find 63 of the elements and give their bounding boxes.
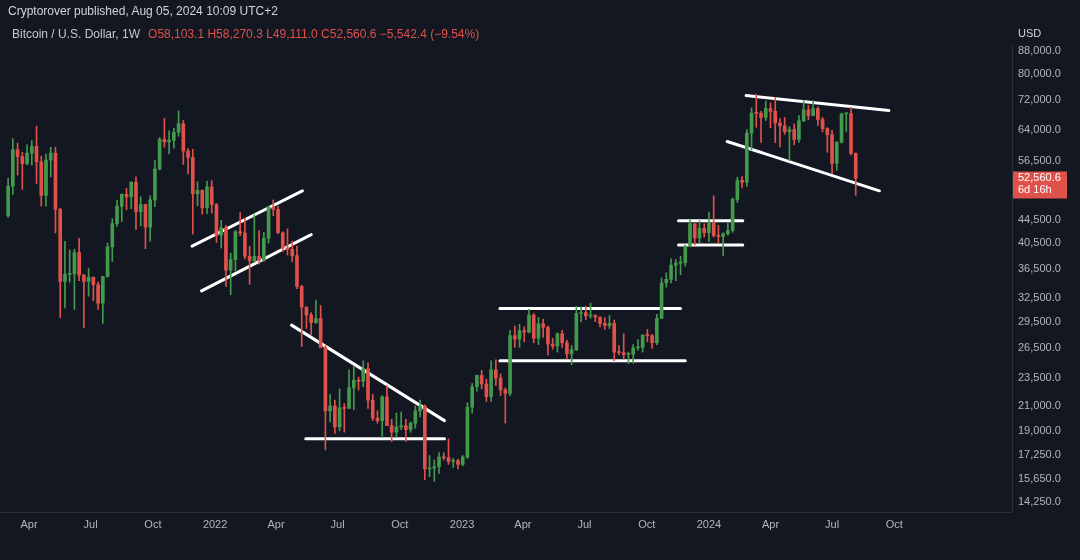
chart-title: Bitcoin / U.S. Dollar, 1W bbox=[12, 27, 141, 41]
candlestick bbox=[673, 259, 678, 282]
y-tick-label: 72,000.0 bbox=[1018, 93, 1061, 106]
y-axis-title: USD bbox=[1018, 27, 1042, 39]
candlestick bbox=[593, 314, 598, 323]
candlestick bbox=[257, 230, 261, 265]
candlestick bbox=[351, 365, 356, 410]
x-tick-label: Jul bbox=[83, 517, 98, 530]
y-tick-label: 80,000.0 bbox=[1018, 67, 1061, 80]
candlestick bbox=[778, 118, 782, 148]
y-tick-label: 44,500.0 bbox=[1018, 212, 1061, 225]
chart-subtitle: O58,103.1 H58,270.3 L49,111.0 C52,560.6 −5,542.4 (−9.54%) bbox=[148, 27, 480, 41]
candlestick bbox=[602, 317, 607, 330]
x-tick-label: Apr bbox=[514, 517, 532, 530]
y-tick-label: 29,500.0 bbox=[1018, 314, 1061, 327]
y-tick-label: 64,000.0 bbox=[1018, 122, 1061, 135]
y-tick-label: 17,250.0 bbox=[1018, 447, 1061, 460]
text: 6d 16h bbox=[1018, 183, 1052, 196]
candlestick bbox=[740, 176, 744, 189]
y-tick-label: 36,500.0 bbox=[1018, 261, 1061, 274]
x-tick-label: 2022 bbox=[202, 517, 228, 530]
y-tick-label: 56,500.0 bbox=[1018, 153, 1061, 166]
candlestick bbox=[621, 333, 626, 360]
candlestick bbox=[512, 325, 517, 348]
y-tick-label: 88,000.0 bbox=[1018, 43, 1061, 56]
x-tick-label: Oct bbox=[144, 517, 162, 530]
y-tick-label: 15,650.0 bbox=[1018, 472, 1061, 485]
y-tick-label: 23,500.0 bbox=[1018, 371, 1061, 384]
candlestick bbox=[432, 459, 437, 482]
x-tick-label: 2023 bbox=[449, 517, 475, 530]
x-tick-label: Jul bbox=[825, 517, 840, 530]
x-tick-label: Jul bbox=[577, 517, 592, 530]
candlestick bbox=[342, 403, 347, 433]
candlestick bbox=[328, 394, 332, 423]
y-tick-label: 21,000.0 bbox=[1018, 399, 1061, 412]
candlestick bbox=[503, 387, 508, 424]
candlestick bbox=[522, 326, 527, 343]
x-tick-label: Oct bbox=[885, 517, 903, 530]
y-tick-label: 26,500.0 bbox=[1018, 341, 1061, 354]
candlestick bbox=[82, 274, 86, 329]
y-tick-label: 19,000.0 bbox=[1018, 423, 1061, 436]
x-tick-label: Oct bbox=[638, 517, 656, 530]
x-tick-label: Oct bbox=[391, 517, 409, 530]
candlestick bbox=[238, 212, 242, 237]
candlestick bbox=[314, 299, 318, 324]
y-tick-label: 40,500.0 bbox=[1018, 236, 1061, 249]
candlestick bbox=[404, 419, 408, 442]
x-tick-label: Apr bbox=[20, 517, 38, 530]
candlestick bbox=[20, 151, 25, 190]
candlestick bbox=[48, 146, 53, 178]
y-tick-label: 32,500.0 bbox=[1018, 290, 1061, 303]
candlestick bbox=[441, 452, 446, 461]
candlestick bbox=[754, 93, 759, 128]
x-tick-label: Apr bbox=[761, 517, 780, 530]
x-tick-label: 2024 bbox=[696, 517, 722, 530]
x-tick-label: Apr bbox=[267, 517, 285, 530]
candlestick bbox=[451, 458, 456, 468]
candlestick bbox=[399, 411, 403, 430]
x-tick-label: Jul bbox=[330, 517, 345, 530]
text: Cryptorover published, Aug 05, 2024 10:09 UTC+2 bbox=[8, 4, 278, 18]
y-tick-label: 14,250.0 bbox=[1018, 495, 1061, 508]
text: 52,560.6 bbox=[1018, 171, 1061, 184]
candlestick bbox=[67, 249, 72, 283]
